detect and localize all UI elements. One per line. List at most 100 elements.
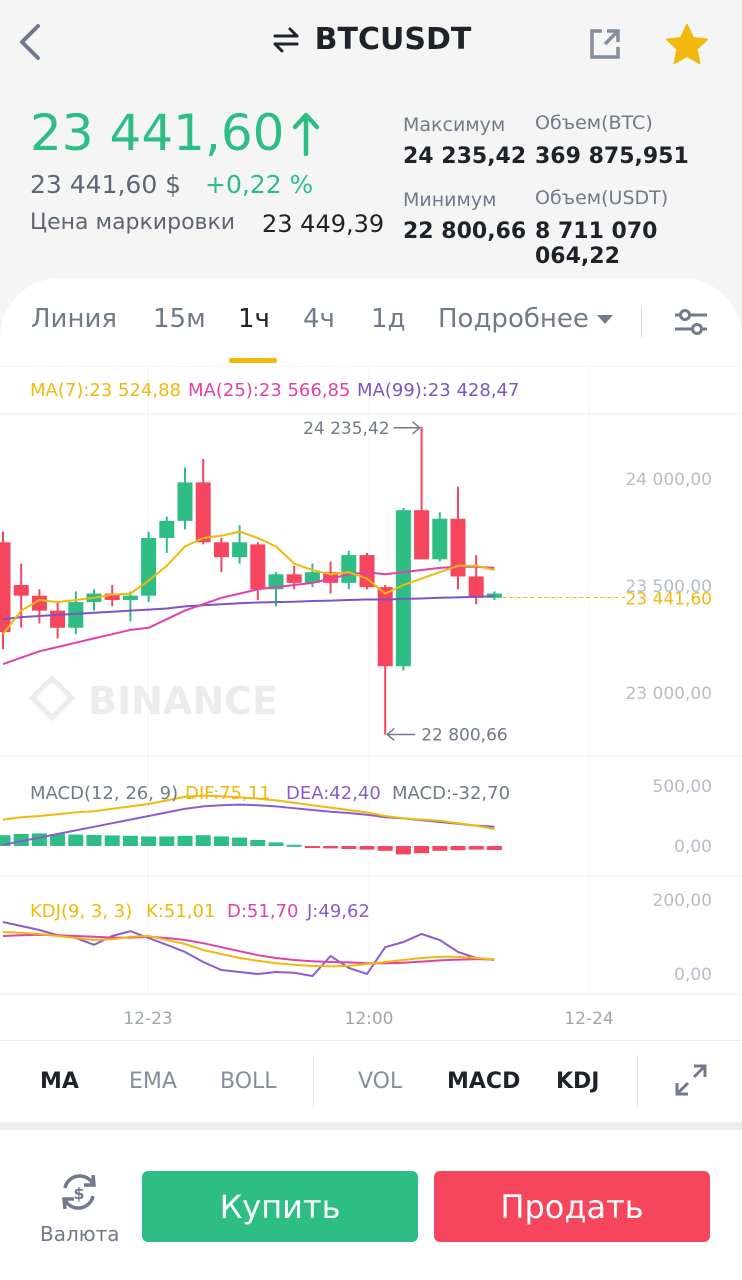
expand-icon — [675, 1064, 707, 1096]
mark-price-value: 23 449,39 — [262, 210, 385, 238]
candle-body — [141, 537, 157, 596]
macd-histogram-bar — [450, 846, 466, 851]
share-button[interactable] — [585, 24, 625, 64]
tab-more-label: Подробнее — [438, 304, 589, 334]
binance-watermark: BINANCE — [88, 679, 278, 723]
tab-line[interactable]: Линия — [31, 304, 117, 334]
price-chart[interactable]: BINANCE 24 000,00 23 500,00 23 000,00 24 235… — [0, 366, 742, 1040]
candle-body — [486, 593, 502, 598]
candle-body — [195, 482, 211, 543]
ticker-summary: 23 441,60 23 441,60 $ +0,22 % Цена марки… — [0, 86, 742, 276]
high-marker-arrow — [412, 421, 421, 435]
candle-body — [359, 555, 375, 588]
kdj-j-legend: J:49,62 — [307, 901, 370, 922]
macd-value-legend: MACD:-32,70 — [392, 783, 511, 804]
chart-settings-button[interactable] — [673, 306, 709, 338]
candle-body — [395, 510, 411, 667]
divider — [641, 306, 642, 338]
candle-body — [323, 572, 339, 583]
candle-body — [68, 602, 84, 628]
bottom-action-bar: $ Валюта Купить Продать — [0, 1130, 742, 1280]
last-price-value: 23 441,60 — [30, 104, 285, 162]
candle-body — [232, 542, 248, 558]
sliders-icon — [675, 309, 707, 335]
interval-tabs: Линия 15м 1ч 4ч 1д Подробнее — [0, 278, 742, 366]
indicator-kdj[interactable]: KDJ — [556, 1069, 600, 1094]
ma25-legend: MA(25):23 566,85 — [188, 380, 351, 401]
macd-histogram-bar — [250, 840, 266, 846]
price-axis-label: 23 000,00 — [625, 684, 712, 704]
macd-legend-title: MACD(12, 26, 9) — [30, 783, 179, 804]
candle-body — [122, 595, 138, 600]
divider — [0, 1122, 742, 1130]
star-icon — [666, 24, 708, 64]
macd-histogram-bar — [268, 842, 284, 846]
favorite-button[interactable] — [664, 22, 710, 68]
last-price-axis-label: 23 441,60 — [625, 589, 712, 609]
back-button[interactable] — [10, 20, 54, 64]
macd-histogram-bar — [432, 846, 448, 851]
macd-histogram-bar — [0, 835, 11, 846]
kdj-d-legend: D:51,70 — [227, 901, 299, 922]
tab-1d[interactable]: 1д — [371, 304, 406, 334]
sell-button[interactable]: Продать — [434, 1171, 710, 1242]
divider — [637, 1055, 638, 1107]
tab-4h[interactable]: 4ч — [303, 304, 335, 334]
caret-down-icon — [596, 315, 613, 324]
fiat-price: 23 441,60 $ — [30, 170, 182, 199]
price-axis-label: 23 500,00 — [625, 577, 712, 597]
buy-button[interactable]: Купить — [142, 1171, 418, 1242]
chart-panel: Линия 15м 1ч 4ч 1д Подробнее BINANCE 24 0… — [0, 278, 742, 1124]
macd-histogram-bar — [177, 835, 193, 846]
low-value: 22 800,66 — [403, 219, 527, 244]
tab-more[interactable]: Подробнее — [438, 304, 613, 334]
divider — [313, 1055, 314, 1107]
price-axis-label: 24 000,00 — [625, 470, 712, 490]
kdj-k-legend: K:51,01 — [146, 901, 216, 922]
indicator-vol[interactable]: VOL — [358, 1069, 403, 1094]
indicator-tabs: MA EMA BOLL VOL MACD KDJ — [0, 1040, 742, 1122]
high-marker-label: 24 235,42 — [303, 419, 390, 439]
macd-histogram-bar — [213, 836, 229, 846]
macd-histogram-bar — [141, 836, 157, 846]
candle-body — [414, 510, 430, 560]
macd-axis-label: 500,00 — [653, 777, 712, 797]
macd-dea-legend: DEA:42,40 — [286, 783, 381, 804]
active-tab-indicator — [229, 358, 277, 363]
indicator-ma[interactable]: MA — [40, 1069, 79, 1094]
indicator-ema[interactable]: EMA — [129, 1069, 177, 1094]
volume-btc-label: Объем(BTC) — [535, 112, 653, 134]
kdj-j-line — [2, 921, 495, 978]
candle-body — [159, 520, 175, 538]
fullscreen-button[interactable] — [674, 1063, 708, 1097]
kdj-legend-title: KDJ(9, 3, 3) — [30, 901, 133, 922]
candle-body — [104, 593, 120, 600]
candle-body — [341, 555, 357, 583]
tab-15m[interactable]: 15м — [153, 304, 206, 334]
swap-icon — [273, 27, 299, 52]
indicator-macd[interactable]: MACD — [447, 1069, 521, 1094]
low-marker-arrow — [386, 727, 395, 742]
indicator-boll[interactable]: BOLL — [220, 1069, 277, 1094]
time-axis-label: 12:00 — [345, 1009, 394, 1029]
macd-axis-label: 0,00 — [674, 837, 712, 857]
candle-body — [432, 518, 448, 560]
volume-usdt-value: 8 711 070 064,22 — [535, 219, 658, 269]
candle-body — [13, 585, 29, 596]
kdj-d-line — [2, 933, 495, 965]
high-value: 24 235,42 — [403, 144, 527, 169]
binance-logo-icon — [28, 674, 76, 722]
macd-histogram-bar — [468, 846, 484, 850]
tab-1h[interactable]: 1ч — [238, 304, 270, 334]
macd-histogram-bar — [195, 835, 211, 846]
symbol-selector[interactable]: BTCUSDT — [271, 22, 471, 57]
candle-body — [213, 542, 229, 558]
macd-histogram-bar — [31, 833, 47, 846]
ma25-line — [2, 565, 495, 666]
price-up-arrow-icon — [293, 112, 320, 156]
currency-button[interactable]: $ Валюта — [30, 1170, 128, 1250]
candle-body — [286, 574, 302, 583]
macd-dif-legend: DIF:75,11 — [185, 783, 271, 804]
ma7-line — [2, 530, 495, 635]
candle-body — [250, 544, 266, 590]
